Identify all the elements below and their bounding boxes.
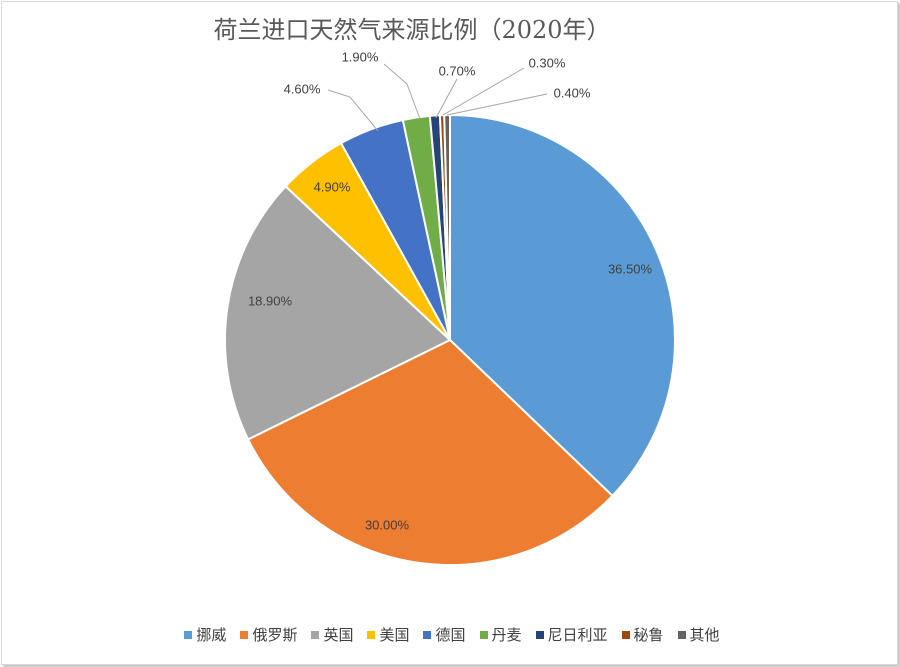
legend-swatch-8 — [677, 630, 686, 639]
legend-label-1: 俄罗斯 — [252, 626, 298, 644]
chart-title: 荷兰进口天然气来源比例（2020年） — [213, 16, 611, 44]
leader-line-5 — [383, 63, 421, 120]
legend-label-8: 其他 — [689, 626, 720, 644]
legend: 挪威 俄罗斯 英国 美国 德国 丹麦 尼日利亚 秘鲁 其他 — [2, 624, 900, 645]
legend-swatch-0 — [184, 630, 193, 639]
legend-label-0: 挪威 — [196, 626, 227, 644]
legend-item-2: 英国 — [311, 624, 353, 645]
slice-label-1: 30.00% — [365, 517, 410, 532]
legend-label-7: 秘鲁 — [633, 626, 664, 644]
slice-label-3: 4.90% — [314, 179, 351, 194]
pie-slice-2 — [224, 184, 452, 441]
leader-line-4 — [327, 89, 379, 132]
legend-label-5: 丹麦 — [491, 626, 522, 644]
slice-label-0: 36.50% — [608, 261, 653, 276]
leader-line-6 — [435, 78, 458, 119]
slice-label-8: 0.40% — [554, 85, 591, 100]
legend-swatch-1 — [240, 630, 249, 639]
legend-item-5: 丹麦 — [479, 624, 522, 645]
legend-label-3: 美国 — [379, 626, 410, 644]
legend-item-7: 秘鲁 — [621, 624, 664, 645]
legend-item-3: 美国 — [367, 624, 409, 645]
legend-swatch-3 — [367, 630, 376, 639]
pie-chart: 36.50% 30.00% 18.90% 4.90% 4.60% 1.90% 0.70% 0.… — [224, 49, 676, 566]
slice-label-5: 1.90% — [342, 49, 379, 64]
legend-label-2: 英国 — [323, 626, 354, 644]
legend-swatch-7 — [621, 630, 630, 639]
legend-swatch-6 — [535, 630, 544, 639]
slice-label-7: 0.30% — [529, 55, 566, 70]
leader-line-7 — [442, 67, 525, 116]
slice-label-2: 18.90% — [248, 293, 293, 308]
legend-label-6: 尼日利亚 — [547, 626, 608, 644]
legend-item-8: 其他 — [677, 624, 720, 645]
pie-slice-1 — [246, 338, 614, 566]
legend-label-4: 德国 — [435, 626, 466, 644]
legend-swatch-4 — [423, 630, 432, 639]
legend-item-1: 俄罗斯 — [240, 624, 297, 645]
legend-item-6: 尼日利亚 — [535, 624, 608, 645]
slice-label-4: 4.60% — [284, 81, 321, 96]
pie-slice-0 — [449, 113, 676, 498]
legend-swatch-5 — [479, 630, 488, 639]
slice-label-6: 0.70% — [439, 63, 476, 78]
leader-line-8 — [446, 93, 548, 116]
legend-item-4: 德国 — [423, 624, 466, 645]
legend-swatch-2 — [311, 630, 320, 639]
legend-item-0: 挪威 — [184, 624, 226, 645]
